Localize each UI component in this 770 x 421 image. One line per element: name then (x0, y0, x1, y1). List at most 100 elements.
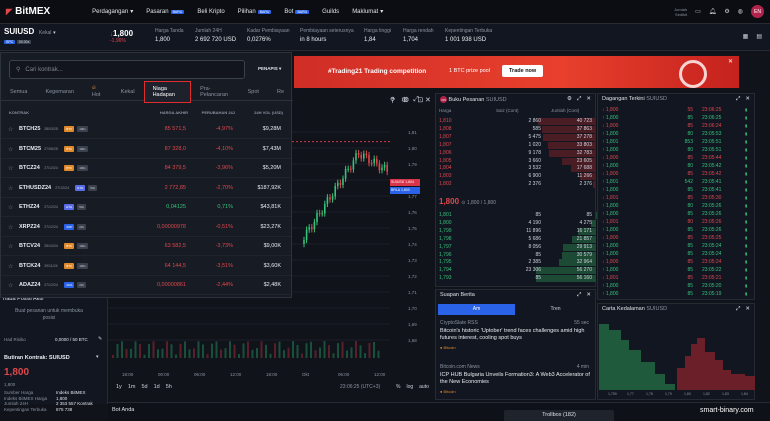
bid-row[interactable]: 1,797 8 056 29 913 (436, 243, 596, 252)
tab-0[interactable]: Semua (10, 88, 28, 95)
chevron-down-icon[interactable]: ▾ (96, 354, 99, 360)
search-input[interactable]: ⚲ Cari kontrak... (9, 60, 245, 79)
timeframe-1m[interactable]: 1m (127, 384, 136, 390)
candlestick-chart[interactable]: 1,811,801,791,781,771,761,751,741,731,72… (108, 88, 433, 398)
star-icon[interactable]: ☆ (8, 244, 14, 250)
tab-5[interactable]: Pra-Pelancaran (200, 85, 228, 98)
trollbox-tab[interactable]: Trollbox (182) (504, 410, 614, 421)
tab-2[interactable]: 🔥︎ Hot (91, 85, 101, 98)
layout-icon[interactable]: ▤ (756, 34, 762, 40)
bid-row[interactable]: 1,798 5 686 21 857 (436, 235, 596, 244)
nav-item-1[interactable]: Pasaran BARU (146, 8, 185, 15)
ask-row[interactable]: 1,803 6 900 11 266 (436, 173, 596, 181)
nav-item-2[interactable]: Beli Kripto (197, 8, 224, 15)
close-icon[interactable]: ✕ (586, 292, 591, 298)
timeframe-1y[interactable]: 1y (116, 384, 122, 390)
plus-icon[interactable]: + (391, 96, 396, 103)
camera-icon[interactable]: ⊡ (417, 97, 424, 104)
avatar[interactable]: EN (751, 5, 764, 18)
calculator-icon[interactable]: ▦ (742, 34, 749, 40)
bid-row[interactable]: 1,795 2 385 32 964 (436, 259, 596, 267)
bid-row[interactable]: 1,800 4 190 4 275 (436, 219, 596, 228)
edit-icon[interactable]: ✎ (98, 336, 103, 342)
nav-item-3[interactable]: Pilihan BARU (238, 8, 272, 15)
search-icon[interactable]: ⚲ (390, 97, 396, 104)
ask-row[interactable]: 1,806 9 178 32 783 (436, 149, 596, 158)
gear-icon[interactable]: ⚙ (401, 97, 408, 104)
promo-banner[interactable]: #Trading21 Trading competition 1 BTC pri… (294, 56, 739, 88)
contract-row[interactable]: ☆ BTCM25 27/06/25 BTC 100x 87 328,0 -4,10% $7,4… (1, 140, 291, 159)
star-icon[interactable]: ☆ (8, 185, 14, 192)
star-icon[interactable]: ☆ (8, 127, 14, 133)
bid-row[interactable]: 1,794 23 306 56 270 (436, 267, 596, 275)
ask-row[interactable]: 1,804 3 532 17 688 (436, 165, 596, 173)
contract-row[interactable]: ☆ XRPZ24 27/12/24 XRP 20x 0,00000978 -0,51% $23… (1, 218, 291, 237)
timeframe-1d[interactable]: 1d (153, 384, 160, 390)
close-icon[interactable]: ✕ (424, 97, 431, 104)
close-icon[interactable]: ✕ (745, 306, 750, 312)
gear-icon[interactable]: ⚙ (724, 9, 730, 15)
col-change[interactable]: PERUBAHAN 24J (201, 110, 235, 115)
nav-item-5[interactable]: Guilds (322, 8, 339, 15)
col-volume[interactable]: 24H VOL (USD) (254, 110, 283, 115)
close-icon[interactable]: ✕ (745, 96, 750, 102)
contract-row[interactable]: ☆ BTCK24 29/11/24 BTC 100x 64 144,5 -3,51% $3,6… (1, 257, 291, 276)
tab-3[interactable]: Kekal (120, 88, 135, 95)
contract-row[interactable]: ☆ BTCH25 28/03/25 BTC 100x 85 571,5 -4,97% $9,2… (1, 120, 291, 139)
filter-button[interactable]: PENAPIS ▾ (258, 66, 282, 71)
auto-scale-toggle[interactable]: auto (419, 384, 429, 390)
ask-row[interactable]: 1,802 2 376 2 376 (436, 181, 596, 189)
star-icon[interactable]: ☆ (8, 263, 14, 270)
expand-icon[interactable]: ⤢ (576, 292, 582, 298)
contract-row[interactable]: ☆ ADAZ24 27/12/24 ADA 20x 0,00000861 -2,44% $2,… (1, 276, 291, 295)
close-icon[interactable]: ✕ (586, 96, 591, 102)
star-icon[interactable]: ☆ (8, 283, 14, 289)
news-tag[interactable]: ● Bitcoin (440, 345, 456, 350)
bell-icon[interactable]: 🔔︎ (708, 9, 717, 15)
contract-row[interactable]: ☆ ETHZ24 27/12/24 ETH 50x 0,04125 0,71% $43,81K (1, 198, 291, 217)
percent-scale-toggle[interactable]: % (396, 384, 401, 390)
ask-row[interactable]: 1,805 3 660 23 605 (436, 157, 596, 166)
star-icon[interactable]: ☆ (8, 224, 14, 231)
col-contract[interactable]: KONTRAK (9, 110, 29, 115)
bid-row[interactable]: 1,793 85 56 160 (436, 275, 596, 283)
star-icon[interactable]: ☆ (8, 146, 14, 153)
ask-row[interactable]: 1,810 2 860 40 723 (436, 118, 596, 126)
globe-icon[interactable]: ◍ (737, 9, 743, 15)
col-last-price[interactable]: HARGA AKHIR (159, 110, 188, 115)
tab-7[interactable]: Re (276, 88, 284, 95)
trade-now-button[interactable]: Trade now (502, 65, 544, 77)
news-tag[interactable]: ● Bitcoin (440, 389, 456, 394)
news-headline[interactable]: ICP HUB Bulgaria Unveils Formation3: A W… (440, 372, 590, 385)
ask-row[interactable]: 1,808 585 37 863 (436, 125, 596, 134)
bid-row[interactable]: 1,801 85 85 (436, 212, 596, 220)
expand-icon[interactable]: ⤢ (735, 96, 741, 102)
bid-row[interactable]: 1,796 85 30 579 (436, 251, 596, 260)
log-scale-toggle[interactable]: log (406, 384, 414, 390)
news-headline[interactable]: Bitcoin's historic 'Uptober' trend faces… (440, 328, 585, 341)
expand-icon[interactable]: ⤢ (735, 306, 741, 312)
timeframe-5h[interactable]: 5h (165, 384, 172, 390)
ask-row[interactable]: 1,807 1 020 33 803 (436, 141, 596, 150)
nav-item-6[interactable]: Maklumat ▾ (352, 8, 383, 16)
news-tab-general[interactable]: Am (438, 304, 515, 315)
close-icon[interactable]: ✕ (728, 59, 734, 65)
brand-logo[interactable]: ◤ BitMEX (6, 6, 51, 17)
nav-item-4[interactable]: Bot BARU (284, 8, 310, 15)
symbol-selector[interactable]: SUIUSD Kekal ▾ SPC 50.00x (4, 27, 56, 45)
bid-row[interactable]: 1,799 11 896 16 171 (436, 227, 596, 236)
star-icon[interactable]: ☆ (8, 166, 14, 172)
ask-row[interactable]: 1,807 5 475 37 278 (436, 133, 596, 142)
timeframe-5d[interactable]: 5d (141, 384, 148, 390)
gear-icon[interactable]: ⚙ (567, 96, 572, 102)
wallet-icon[interactable]: ▭ (695, 9, 701, 15)
contract-row[interactable]: ☆ ETHUSDZ24 27/12/24 ETH 50x 2 772,85 -2,70% $1… (1, 179, 291, 198)
star-icon[interactable]: ☆ (8, 205, 14, 211)
expand-icon[interactable]: ⤢ (576, 96, 582, 102)
nav-item-0[interactable]: Perdagangan ▾ (92, 8, 133, 16)
contract-row[interactable]: ☆ BTCV24 25/10/24 BTC 100x 63 582,5 -3,73% $9,0… (1, 237, 291, 256)
news-tab-trending[interactable]: Tren (550, 306, 561, 312)
tab-4[interactable]: Niaga Hadapan (143, 80, 192, 103)
tab-1[interactable]: Kegemaran (45, 88, 74, 95)
gear-icon[interactable]: ⚙ (403, 97, 410, 104)
